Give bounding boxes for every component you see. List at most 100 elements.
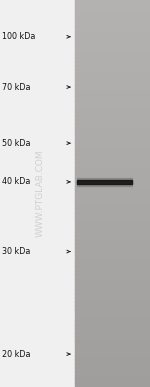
Bar (75, 200, 150, 205)
Bar (75, 3, 150, 8)
Bar (75, 313, 150, 317)
Bar (75, 73, 150, 77)
Text: 30 kDa: 30 kDa (2, 247, 30, 256)
Bar (75, 146, 150, 151)
Bar (75, 282, 150, 286)
Bar (75, 239, 150, 244)
Bar (75, 197, 150, 201)
Bar (75, 38, 150, 43)
Text: WWW.PTGLAB.COM: WWW.PTGLAB.COM (36, 150, 45, 237)
Bar (75, 324, 150, 329)
Bar (75, 77, 150, 81)
Bar (75, 363, 150, 368)
Bar (75, 127, 150, 132)
Bar (75, 189, 150, 194)
Bar (75, 11, 150, 15)
Bar (75, 57, 150, 62)
Bar (75, 305, 150, 310)
Bar (75, 367, 150, 372)
Bar (75, 139, 150, 143)
Bar (75, 212, 150, 217)
Bar (75, 22, 150, 27)
Bar (76, 180, 132, 184)
Bar (75, 266, 150, 271)
Bar (75, 150, 150, 155)
Text: 40 kDa: 40 kDa (2, 177, 30, 187)
Bar (75, 19, 150, 23)
Bar (75, 96, 150, 101)
Bar (75, 142, 150, 147)
Bar (75, 228, 150, 232)
Bar (75, 259, 150, 263)
Bar (75, 69, 150, 74)
Bar (75, 301, 150, 306)
Bar (75, 309, 150, 313)
Bar (75, 355, 150, 360)
Bar (75, 15, 150, 19)
Bar (75, 247, 150, 252)
Bar (75, 359, 150, 364)
Text: 70 kDa: 70 kDa (2, 82, 30, 92)
Bar (75, 382, 150, 387)
Bar (75, 270, 150, 275)
Bar (75, 297, 150, 302)
Bar (75, 166, 150, 170)
Bar (75, 30, 150, 35)
Bar (75, 84, 150, 89)
Bar (75, 100, 150, 104)
Bar (75, 344, 150, 348)
Bar (75, 46, 150, 50)
Bar (75, 351, 150, 356)
Bar (75, 262, 150, 267)
Bar (75, 108, 150, 112)
Bar (75, 53, 150, 58)
Bar (75, 243, 150, 248)
Bar (75, 173, 150, 178)
Bar (75, 208, 150, 213)
Bar (75, 216, 150, 221)
Text: 20 kDa: 20 kDa (2, 349, 30, 359)
Bar (75, 235, 150, 240)
Bar (75, 274, 150, 279)
Bar (75, 320, 150, 325)
Bar (75, 123, 150, 128)
Bar (75, 7, 150, 12)
Bar (75, 65, 150, 70)
Bar (76, 178, 132, 186)
Bar (75, 61, 150, 66)
Bar (75, 177, 150, 182)
Bar (75, 92, 150, 97)
Bar (75, 131, 150, 135)
Bar (75, 317, 150, 321)
Bar (75, 375, 150, 379)
Bar (75, 193, 150, 197)
Bar (75, 204, 150, 209)
Bar (75, 34, 150, 39)
Bar (75, 42, 150, 46)
Bar (75, 50, 150, 54)
Bar (75, 371, 150, 375)
Bar (75, 336, 150, 341)
Bar (75, 332, 150, 337)
Text: 100 kDa: 100 kDa (2, 32, 35, 41)
Bar (75, 251, 150, 255)
Bar (75, 162, 150, 166)
Bar (75, 328, 150, 333)
Bar (75, 224, 150, 228)
Text: 50 kDa: 50 kDa (2, 139, 30, 148)
Bar (75, 135, 150, 139)
Bar (75, 293, 150, 298)
Bar (75, 170, 150, 174)
Bar (75, 255, 150, 259)
Bar (75, 88, 150, 93)
Bar (75, 158, 150, 163)
Bar (75, 340, 150, 344)
Bar (75, 115, 150, 120)
Bar (75, 181, 150, 186)
Bar (75, 80, 150, 85)
Bar (75, 278, 150, 283)
Bar (75, 185, 150, 190)
Bar (75, 220, 150, 224)
Bar (75, 348, 150, 352)
Bar (75, 111, 150, 116)
